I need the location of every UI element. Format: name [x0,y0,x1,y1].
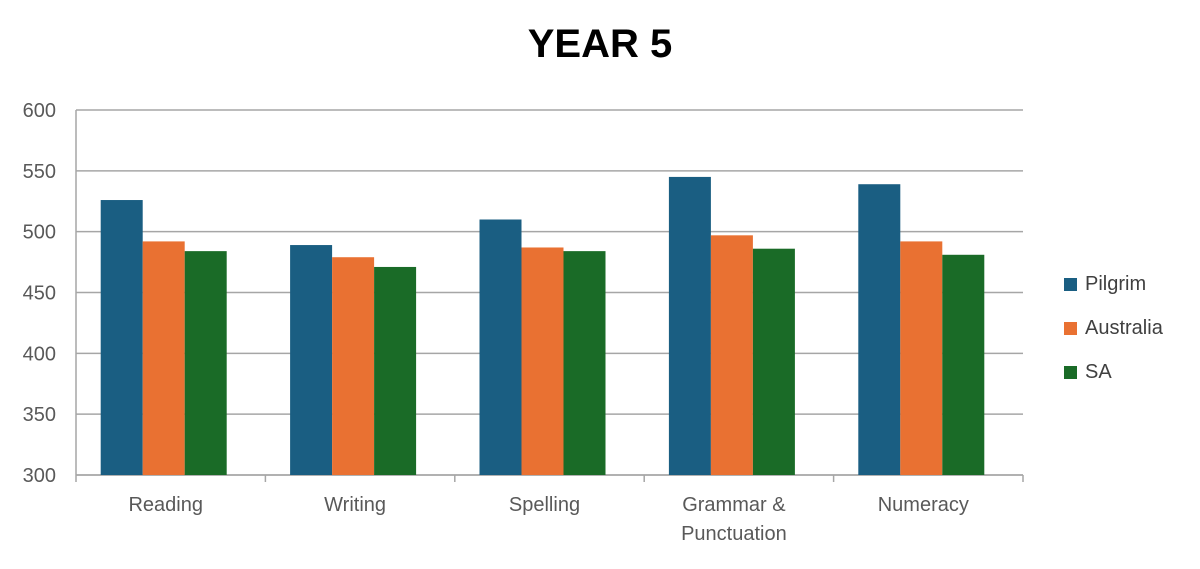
y-tick-label: 500 [23,222,56,244]
bar-pilgrim [290,245,333,475]
y-tick-label: 450 [23,283,56,305]
y-tick-label: 550 [23,161,56,183]
bar-sa [942,254,985,475]
bar-sa [374,266,417,475]
x-tick-label: Reading [128,494,203,516]
x-tick-label: Punctuation [681,523,787,545]
bar-sa [563,251,606,475]
y-tick-label: 300 [23,465,56,487]
bar-australia [521,247,564,475]
bar-pilgrim [479,219,522,475]
bar-pilgrim [100,200,143,476]
bar-sa [752,248,795,475]
x-tick-label: Spelling [509,494,580,516]
y-tick-label: 400 [23,343,56,365]
legend: Pilgrim Australia SA [1064,262,1163,394]
bar-australia [142,241,185,475]
bar-pilgrim [858,184,901,475]
x-tick-label: Numeracy [878,494,969,516]
legend-swatch [1064,321,1077,335]
legend-item: Australia [1064,306,1163,350]
x-tick-label: Writing [324,494,386,516]
legend-item: Pilgrim [1064,262,1163,306]
bar-australia [332,257,375,475]
legend-label: Pilgrim [1085,272,1147,295]
legend-label: Australia [1085,316,1163,339]
bar-sa [184,251,227,475]
legend-swatch [1064,277,1077,291]
bar-pilgrim [668,176,711,475]
legend-swatch [1064,365,1077,379]
bar-australia [710,235,753,475]
y-tick-label: 600 [23,100,56,122]
chart-title: YEAR 5 [527,22,673,66]
legend-label: SA [1085,360,1112,383]
y-tick-label: 350 [23,404,56,426]
legend-item: SA [1064,350,1163,394]
x-tick-label: Grammar & [682,494,786,516]
bar-australia [900,241,943,475]
